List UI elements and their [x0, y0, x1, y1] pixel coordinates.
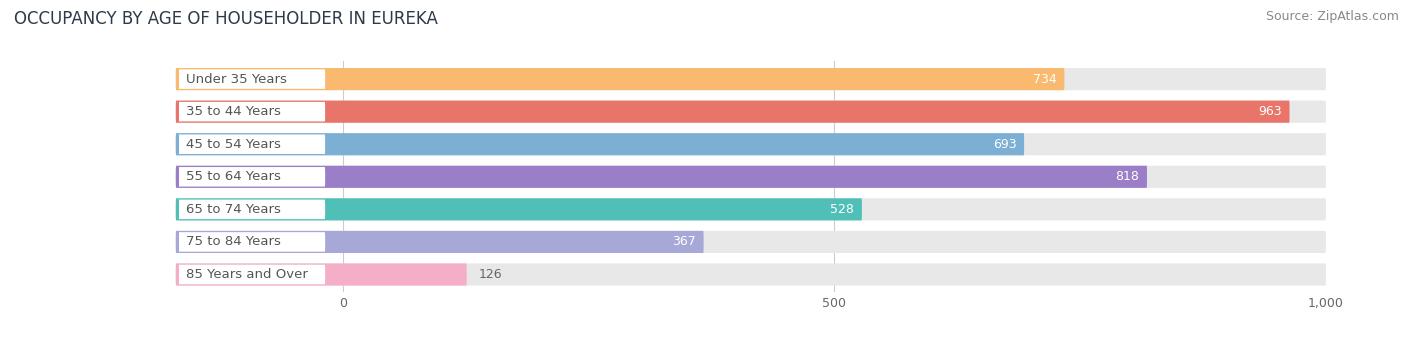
Text: 818: 818 — [1115, 170, 1139, 183]
Text: 65 to 74 Years: 65 to 74 Years — [186, 203, 281, 216]
FancyBboxPatch shape — [176, 101, 1326, 123]
Text: Source: ZipAtlas.com: Source: ZipAtlas.com — [1265, 10, 1399, 23]
FancyBboxPatch shape — [176, 166, 1326, 188]
Text: 693: 693 — [993, 138, 1017, 151]
FancyBboxPatch shape — [177, 232, 325, 252]
Text: 126: 126 — [478, 268, 502, 281]
Text: 35 to 44 Years: 35 to 44 Years — [186, 105, 281, 118]
Text: 367: 367 — [672, 235, 696, 249]
FancyBboxPatch shape — [176, 198, 862, 220]
FancyBboxPatch shape — [176, 68, 1326, 90]
FancyBboxPatch shape — [176, 101, 1289, 123]
FancyBboxPatch shape — [176, 231, 703, 253]
FancyBboxPatch shape — [176, 264, 1326, 286]
FancyBboxPatch shape — [176, 166, 1147, 188]
Text: 963: 963 — [1258, 105, 1282, 118]
Text: 528: 528 — [830, 203, 853, 216]
Text: 85 Years and Over: 85 Years and Over — [186, 268, 308, 281]
FancyBboxPatch shape — [176, 68, 1064, 90]
FancyBboxPatch shape — [176, 264, 467, 286]
FancyBboxPatch shape — [177, 134, 325, 154]
FancyBboxPatch shape — [176, 198, 1326, 220]
Text: 734: 734 — [1033, 73, 1056, 86]
Text: OCCUPANCY BY AGE OF HOUSEHOLDER IN EUREKA: OCCUPANCY BY AGE OF HOUSEHOLDER IN EUREK… — [14, 10, 437, 28]
FancyBboxPatch shape — [177, 200, 325, 219]
FancyBboxPatch shape — [177, 167, 325, 187]
FancyBboxPatch shape — [176, 231, 1326, 253]
FancyBboxPatch shape — [177, 265, 325, 284]
Text: 75 to 84 Years: 75 to 84 Years — [186, 235, 281, 249]
FancyBboxPatch shape — [176, 133, 1326, 155]
FancyBboxPatch shape — [177, 69, 325, 89]
Text: 45 to 54 Years: 45 to 54 Years — [186, 138, 281, 151]
Text: 55 to 64 Years: 55 to 64 Years — [186, 170, 281, 183]
Text: Under 35 Years: Under 35 Years — [186, 73, 287, 86]
FancyBboxPatch shape — [176, 133, 1024, 155]
FancyBboxPatch shape — [177, 102, 325, 121]
